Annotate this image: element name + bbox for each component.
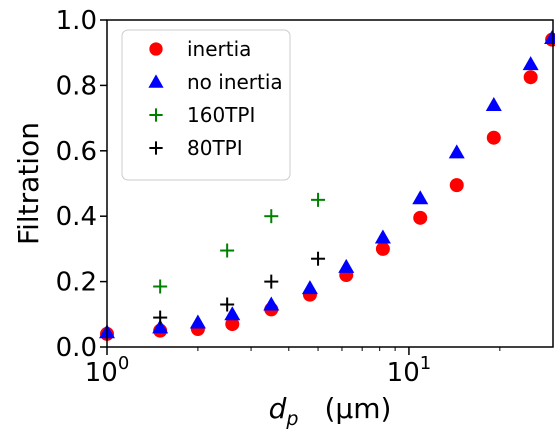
data-point: [485, 97, 502, 112]
data-point: [338, 258, 355, 273]
plot-area: [99, 29, 555, 341]
x-axis-label-subscript: p: [285, 408, 298, 430]
data-point: [153, 279, 168, 294]
y-tick-label: 0.0: [56, 333, 97, 363]
data-point: [152, 319, 169, 334]
data-point: [449, 178, 464, 193]
y-tick-label: 0.4: [56, 202, 97, 232]
data-point: [301, 280, 318, 295]
y-tick-label: 0.6: [56, 137, 97, 167]
legend-marker: [149, 141, 163, 155]
legend-label: inertia: [187, 37, 251, 61]
data-point: [486, 130, 501, 145]
data-point: [189, 314, 206, 329]
axis-ticks: 0.0 0.2 0.4 0.6 0.8 1.0 100 101: [56, 6, 501, 388]
data-point: [225, 317, 240, 332]
legend-marker: [149, 42, 163, 56]
data-point: [264, 209, 279, 224]
data-point: [413, 210, 428, 225]
y-tick-label: 1.0: [56, 6, 97, 36]
series-80tpi: [153, 251, 326, 325]
data-point: [311, 251, 326, 266]
y-tick-label: 0.2: [56, 268, 97, 298]
legend-label: no inertia: [187, 70, 283, 94]
plot-frame: [106, 19, 554, 348]
legend-marker: [149, 108, 163, 122]
data-point: [522, 56, 539, 71]
legend-label: 160TPI: [187, 103, 255, 127]
x-axis-label-unit: (µm): [324, 392, 391, 425]
data-point: [153, 310, 168, 325]
data-point: [220, 297, 235, 312]
data-point: [523, 70, 538, 85]
legend-frame: [121, 29, 291, 181]
x-tick-label: 101: [387, 353, 432, 388]
data-point: [264, 274, 279, 289]
data-point: [412, 190, 429, 205]
series-inertia: [100, 32, 555, 341]
legend-label: 80TPI: [187, 136, 243, 160]
data-point: [448, 144, 465, 159]
legend-marker: [148, 74, 164, 88]
x-tick-label: 100: [85, 353, 130, 388]
data-point: [375, 241, 390, 256]
data-point: [374, 229, 391, 244]
y-axis-label: Filtration: [12, 122, 45, 245]
legend: inertia no inertia 160TPI 80TPI: [121, 29, 291, 181]
data-point: [224, 306, 241, 321]
x-axis-label-variable: d: [269, 392, 287, 425]
x-axis-label: dp (µm): [269, 392, 392, 430]
data-point: [311, 192, 326, 207]
data-point: [220, 243, 235, 258]
data-point: [263, 296, 280, 311]
y-tick-label: 0.8: [56, 71, 97, 101]
series-160tpi: [153, 192, 326, 294]
